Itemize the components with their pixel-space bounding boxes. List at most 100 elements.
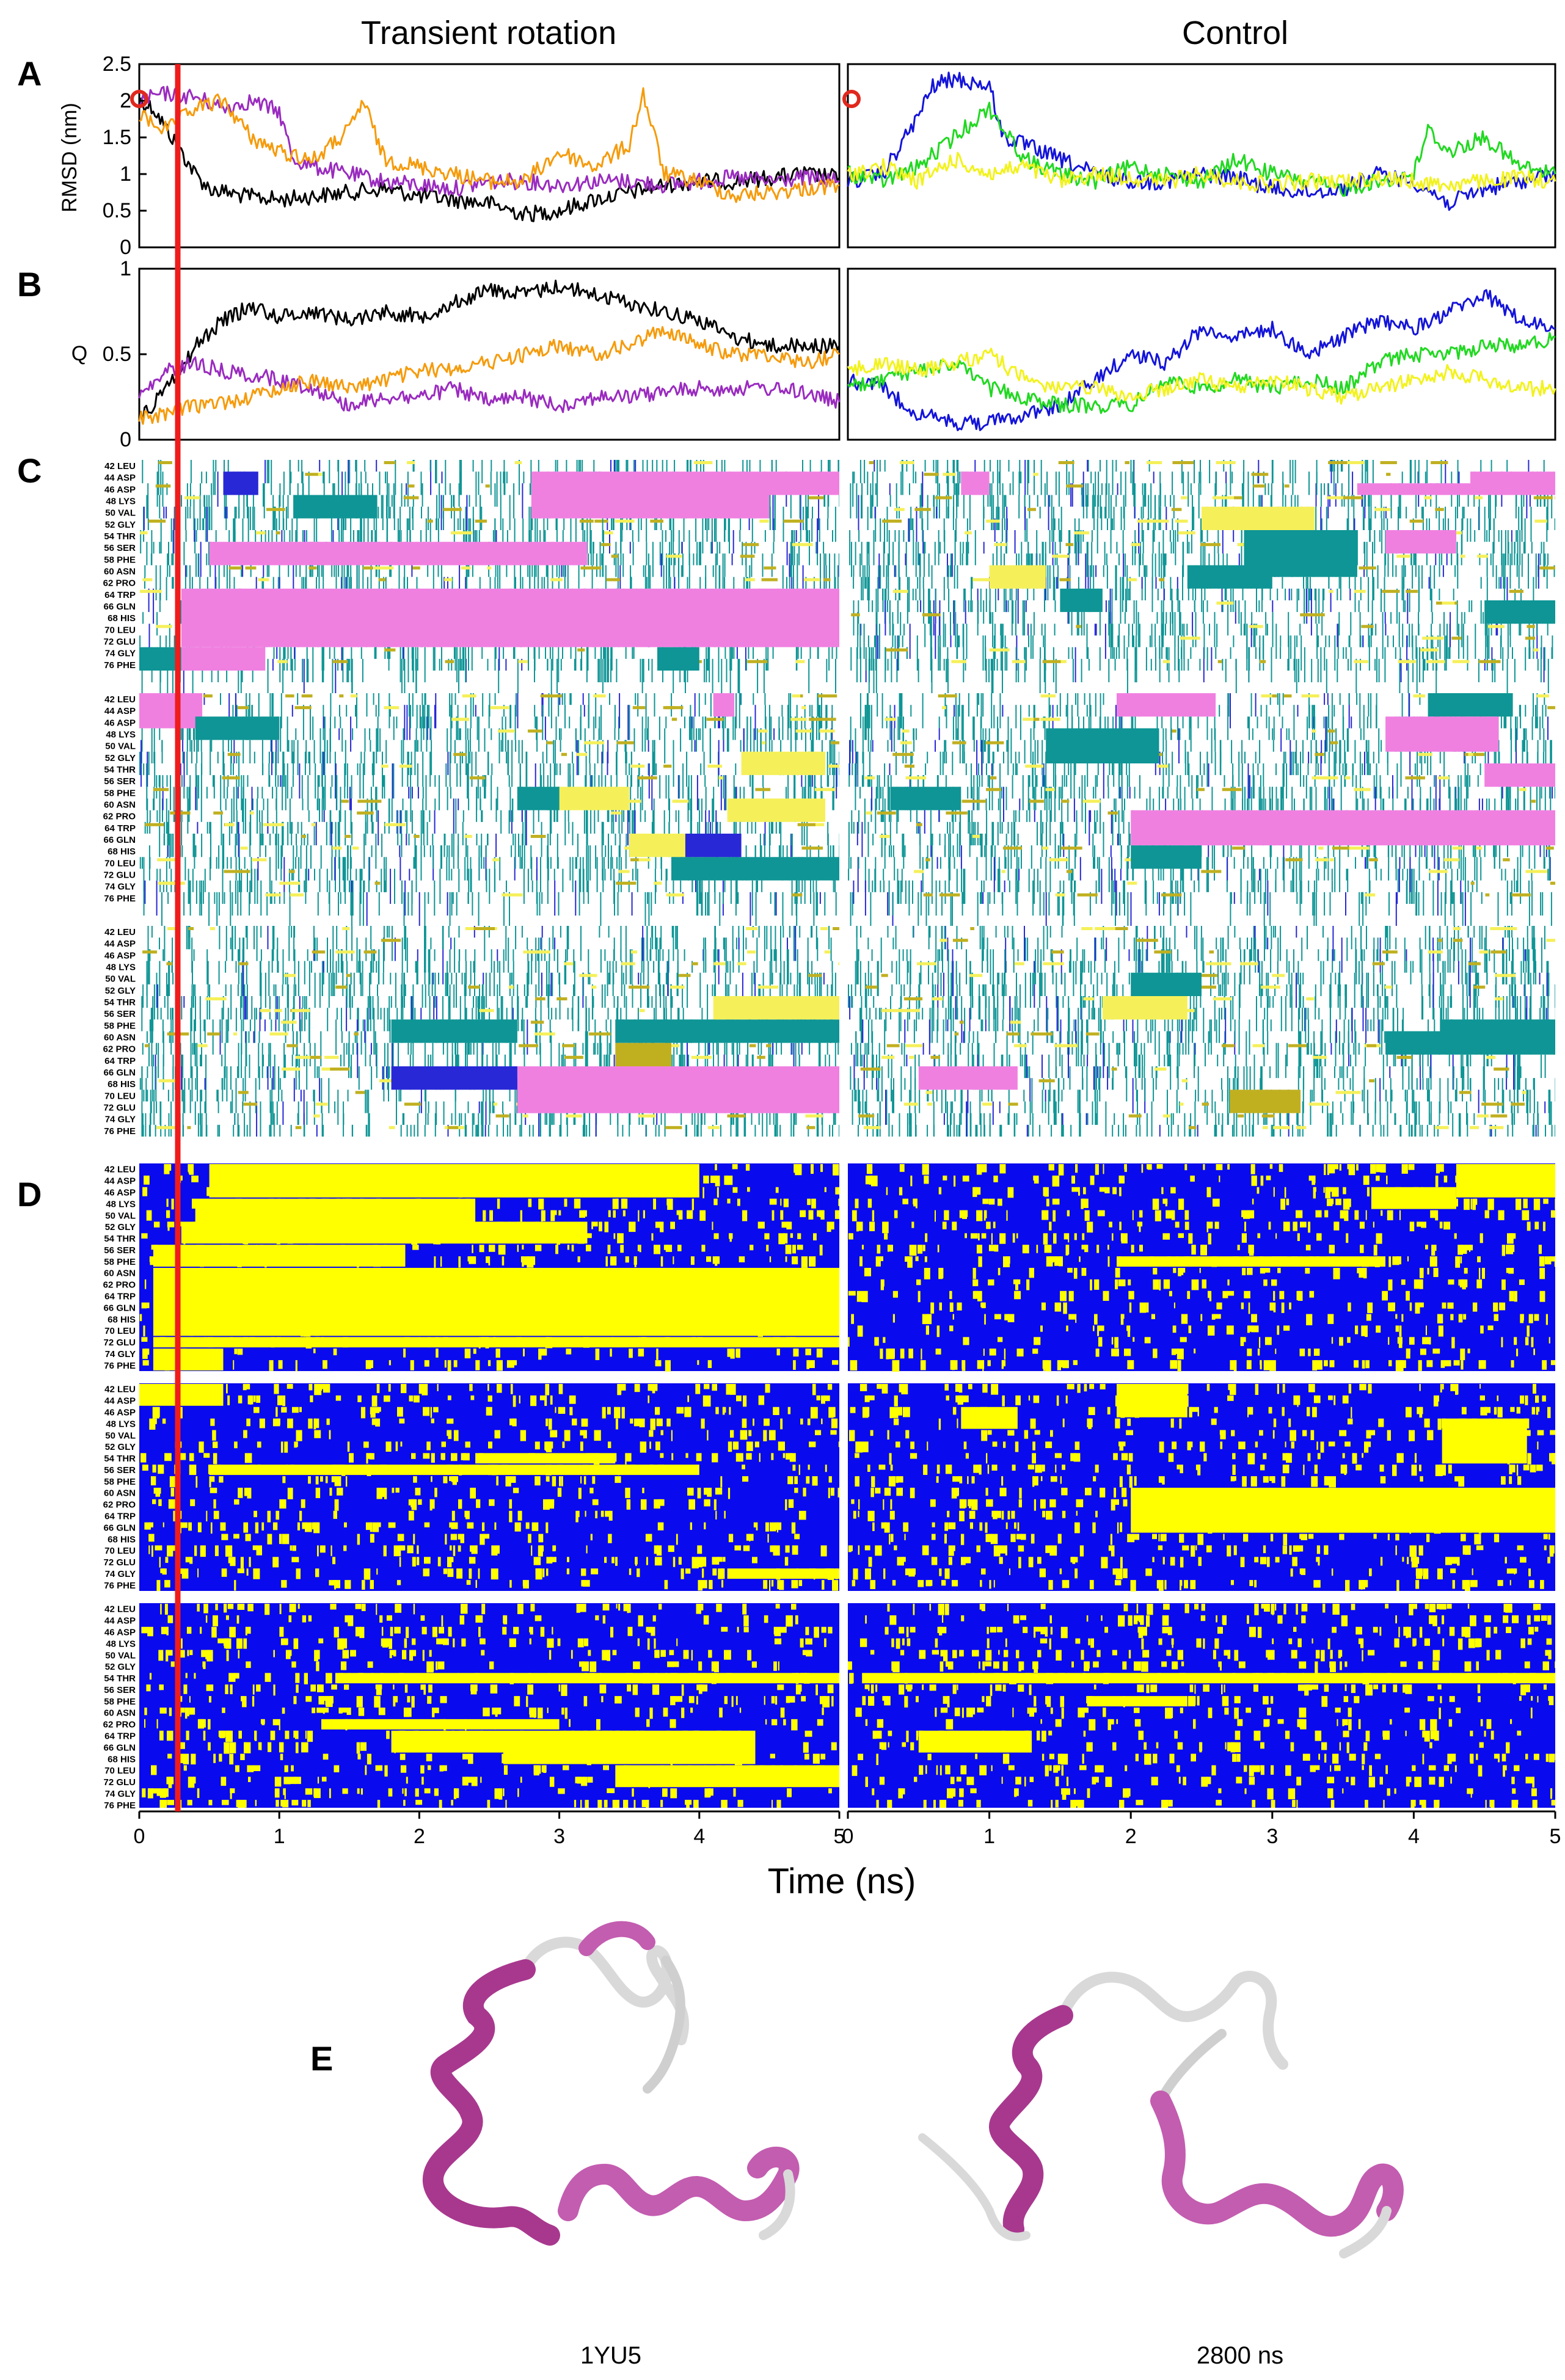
ss-tick xyxy=(292,775,294,787)
ss-tick xyxy=(589,763,591,776)
ss-tick xyxy=(364,1019,366,1043)
ss-strand-tick xyxy=(346,973,351,977)
ss-strand-tick xyxy=(797,823,815,826)
ss-tick xyxy=(1370,495,1372,530)
ss-tick xyxy=(1398,483,1400,519)
ss-tick xyxy=(311,961,312,973)
ss-tick xyxy=(830,937,832,961)
ss-tick xyxy=(662,984,664,996)
ss-tick xyxy=(496,1054,498,1079)
ss-tick xyxy=(260,880,262,916)
ss-tick xyxy=(445,972,447,996)
ss-tick xyxy=(280,775,282,787)
ss-tick xyxy=(613,553,615,566)
ss-tick xyxy=(766,1101,768,1137)
ss-strand-tick xyxy=(820,927,828,930)
ss-tick xyxy=(425,984,426,1008)
ss-tick xyxy=(595,693,597,729)
ss-tick xyxy=(558,1043,560,1079)
ss-strand-tick xyxy=(444,578,453,581)
ss-tick xyxy=(428,972,430,996)
ss-tick xyxy=(406,834,407,846)
ss-tick xyxy=(302,530,304,542)
ss-tick xyxy=(269,1043,271,1079)
ss-tick xyxy=(230,1066,232,1090)
ss-tick xyxy=(586,647,588,683)
ss-tick xyxy=(197,518,199,530)
ss-tick xyxy=(466,1054,468,1066)
ss-tick xyxy=(482,693,484,717)
ss-tick xyxy=(698,728,699,740)
ss-tick xyxy=(556,460,558,472)
ss-strand-tick xyxy=(321,1068,331,1071)
ss-tick xyxy=(165,635,167,659)
ss-tick xyxy=(1081,612,1082,636)
panel-b-left-series xyxy=(138,279,841,425)
ss-tick xyxy=(489,1078,491,1113)
ss-tick xyxy=(1409,624,1410,647)
ss-tick xyxy=(299,1019,301,1043)
ss-tick xyxy=(534,506,536,542)
ss-tick xyxy=(422,798,424,834)
ss-tick xyxy=(200,1124,202,1137)
ss-tick xyxy=(838,553,839,566)
ss-strand-tick xyxy=(556,997,567,1000)
ss-tick xyxy=(473,1113,475,1125)
ss-tick xyxy=(313,926,315,950)
ss-tick xyxy=(428,705,430,729)
ss-tick xyxy=(782,926,784,938)
ss-tick xyxy=(197,821,199,834)
ss-tick xyxy=(412,506,414,530)
ss-tick xyxy=(550,1031,552,1066)
ss-strand-tick xyxy=(630,950,637,954)
ss-tick xyxy=(732,530,734,554)
ss-tick xyxy=(825,1054,826,1079)
ss-strand-tick xyxy=(561,752,567,756)
ss-strand-tick xyxy=(495,1114,509,1118)
ss-tick xyxy=(243,996,244,1032)
ss-tick xyxy=(309,565,311,577)
ss-tick xyxy=(809,728,811,740)
ss-tick xyxy=(586,1124,588,1137)
ss-tick xyxy=(198,775,200,799)
ss-tick xyxy=(544,716,546,740)
ss-strand-tick xyxy=(531,1021,544,1024)
ss-tick xyxy=(455,1031,456,1066)
ss-tick xyxy=(336,1008,338,1020)
ss-tick xyxy=(815,542,817,554)
ss-tick xyxy=(168,1113,170,1137)
ss-tick xyxy=(552,1113,553,1125)
ss-tick xyxy=(742,972,743,996)
ss-tick xyxy=(688,775,690,810)
ss-tick xyxy=(519,1124,521,1137)
ss-tick xyxy=(1325,635,1327,647)
ss-tick xyxy=(342,961,344,996)
ss-tick xyxy=(832,530,833,542)
ss-tick xyxy=(708,880,710,916)
ss-tick xyxy=(397,518,399,542)
ss-strand-tick xyxy=(444,1126,451,1129)
ss-tick xyxy=(285,1008,286,1043)
ss-tick xyxy=(372,996,374,1020)
ss-tick xyxy=(358,565,360,600)
ss-tick xyxy=(236,751,238,763)
ss-tick xyxy=(147,1090,148,1102)
ss-strand-tick xyxy=(213,811,224,815)
ss-tick xyxy=(314,937,316,961)
ss-tick xyxy=(346,763,348,799)
ss-tick xyxy=(730,1113,732,1137)
ss-tick xyxy=(269,1124,271,1137)
ss-tick xyxy=(234,1113,236,1125)
ss-tick xyxy=(607,740,609,763)
ss-tick xyxy=(665,972,667,984)
ss-tick xyxy=(616,460,618,472)
ss-strand-tick xyxy=(156,625,172,628)
ss-tick xyxy=(283,1019,285,1032)
ss-tick xyxy=(793,530,795,566)
ss-tick xyxy=(529,1124,531,1137)
ss-tick xyxy=(686,1124,687,1137)
ss-strand-tick xyxy=(809,718,820,721)
ss-tick xyxy=(700,542,701,566)
ss-tick xyxy=(780,926,781,961)
